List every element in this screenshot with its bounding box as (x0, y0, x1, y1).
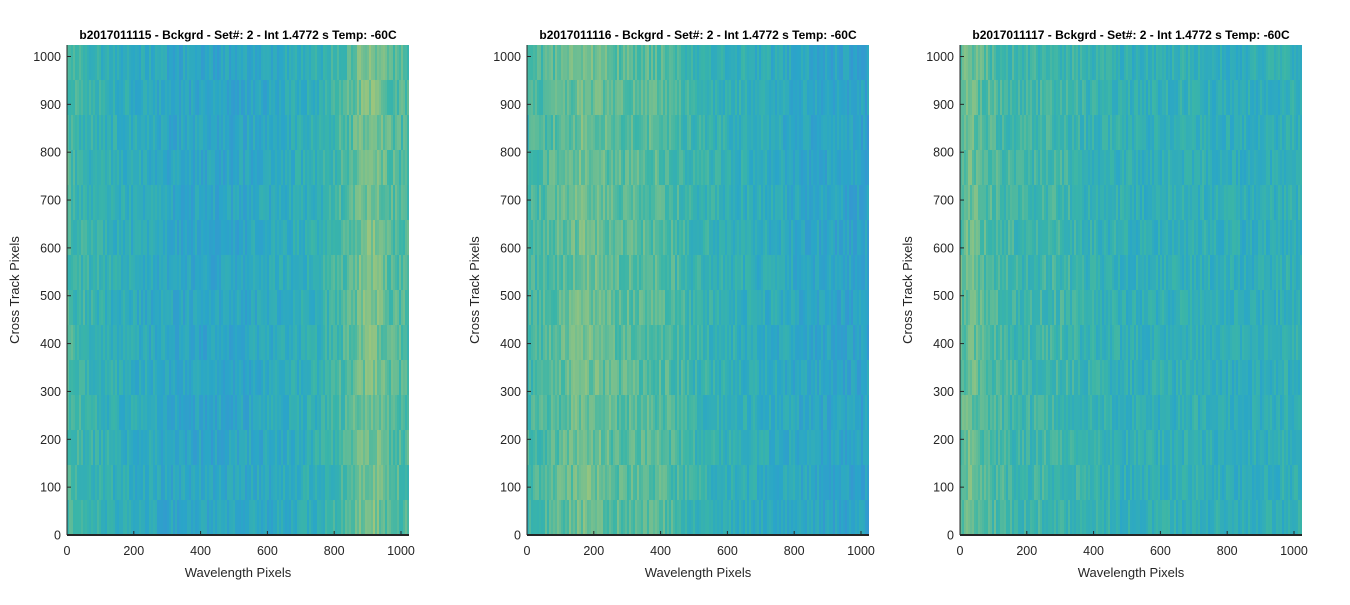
y-tick-label: 300 (40, 385, 61, 399)
y-axis-label: Cross Track Pixels (7, 236, 22, 344)
y-tick-label: 400 (40, 337, 61, 351)
heatmap-cell (407, 360, 410, 396)
x-tick-label: 0 (64, 544, 71, 558)
heatmap-cell (867, 325, 870, 361)
y-tick-label: 100 (500, 481, 521, 495)
heatmap-cell (407, 500, 410, 536)
heatmap-image (527, 45, 870, 536)
x-tick-label: 600 (717, 544, 738, 558)
heatmap-cell (867, 80, 870, 116)
y-tick-label: 100 (40, 481, 61, 495)
x-tick-label: 400 (190, 544, 211, 558)
x-tick-label: 1000 (847, 544, 875, 558)
heatmap-cell (867, 430, 870, 466)
y-tick-label: 200 (40, 433, 61, 447)
chart-title: b2017011116 - Bckgrd - Set#: 2 - Int 1.4… (539, 28, 857, 42)
heatmap-cell (867, 395, 870, 431)
y-tick-label: 400 (500, 337, 521, 351)
y-tick-label: 900 (500, 98, 521, 112)
heatmap-cell (407, 325, 410, 361)
heatmap-cell (407, 150, 410, 186)
heatmap-cell (407, 115, 410, 151)
heatmap-cell (407, 80, 410, 116)
heatmap-cell (407, 465, 410, 501)
y-tick-label: 0 (514, 529, 521, 543)
heatmap-cell (867, 360, 870, 396)
y-tick-label: 700 (40, 194, 61, 208)
heatmap-cell (867, 500, 870, 536)
heatmap-cell (867, 185, 870, 221)
y-tick-label: 300 (500, 385, 521, 399)
heatmap-cell (407, 45, 410, 81)
heatmap-cell (407, 430, 410, 466)
y-tick-label: 900 (40, 98, 61, 112)
heatmap-cell (867, 115, 870, 151)
x-tick-label: 600 (257, 544, 278, 558)
heatmap-cell (407, 255, 410, 291)
y-tick-label: 700 (500, 194, 521, 208)
y-tick-label: 600 (40, 241, 61, 255)
x-axis-label: Wavelength Pixels (185, 565, 292, 580)
y-tick-label: 800 (40, 146, 61, 160)
x-tick-label: 1000 (387, 544, 415, 558)
heatmap-image (960, 45, 1303, 536)
heatmap-cell (407, 185, 410, 221)
heatmap-cell (867, 465, 870, 501)
y-tick-label: 0 (54, 529, 61, 543)
y-tick-label: 800 (500, 146, 521, 160)
chart-title: b2017011115 - Bckgrd - Set#: 2 - Int 1.4… (79, 28, 397, 42)
heatmap-cell (867, 150, 870, 186)
heatmap-image (67, 45, 410, 536)
y-tick-label: 1000 (33, 50, 61, 64)
y-tick-label: 500 (40, 289, 61, 303)
x-tick-label: 800 (324, 544, 345, 558)
x-axis-label: Wavelength Pixels (645, 565, 752, 580)
heatmap-cell (867, 220, 870, 256)
y-tick-label: 500 (500, 289, 521, 303)
x-tick-label: 400 (650, 544, 671, 558)
y-axis-label: Cross Track Pixels (467, 236, 482, 344)
heatmap-panel-1: 0 200 400 600 800 1000 0 100 200 300 400 500 600 700 8… (7, 28, 415, 580)
heatmap-cell (407, 220, 410, 256)
heatmap-cell (867, 290, 870, 326)
y-tick-label: 1000 (493, 50, 521, 64)
x-tick-label: 200 (123, 544, 144, 558)
y-tick-label: 200 (500, 433, 521, 447)
heatmap-cell (407, 290, 410, 326)
heatmap-cell (407, 395, 410, 431)
x-tick-label: 200 (583, 544, 604, 558)
y-tick-label: 600 (500, 241, 521, 255)
heatmap-cell (867, 45, 870, 81)
heatmap-panel-2: 0 200 400 600 800 1000 0 100 200 300 400 500 600 700 8… (467, 28, 875, 580)
heatmap-cell (867, 255, 870, 291)
x-tick-label: 800 (784, 544, 805, 558)
x-tick-label: 0 (524, 544, 531, 558)
